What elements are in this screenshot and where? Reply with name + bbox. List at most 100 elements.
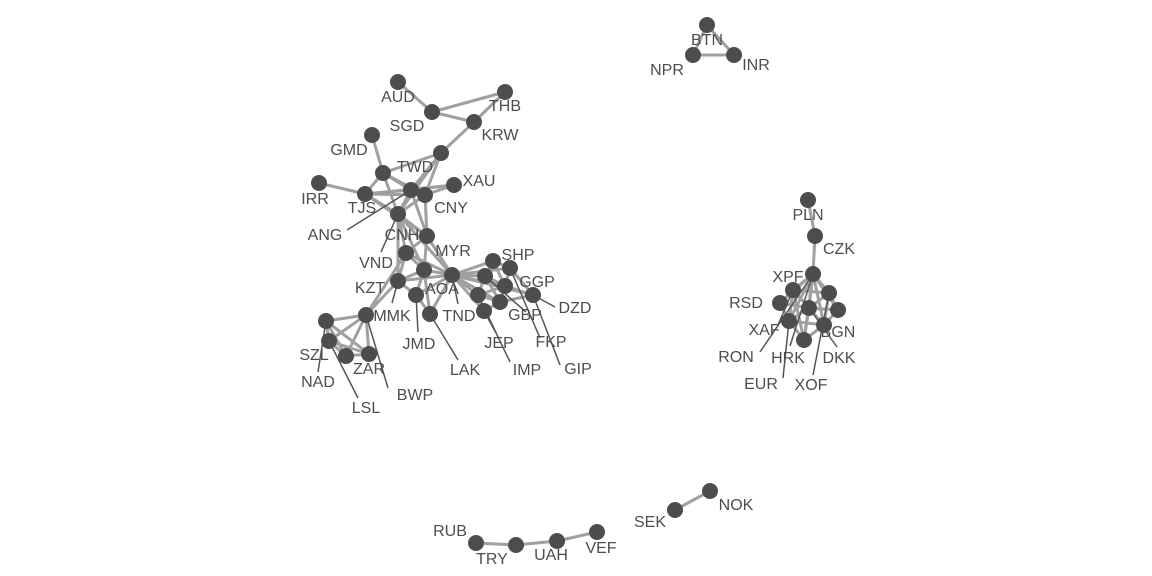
label-fkp: FKP <box>535 334 566 351</box>
label-eur: EUR <box>744 376 778 393</box>
label-irr: IRR <box>301 191 329 208</box>
edge-rsd-hrk <box>791 288 806 342</box>
label-szl: SZL <box>299 347 328 364</box>
node-czk <box>807 228 823 244</box>
node-irr <box>311 175 327 191</box>
node-n510 <box>502 260 518 276</box>
edge-sgd-thb <box>430 90 507 114</box>
label-gmd: GMD <box>330 142 367 159</box>
node-nok <box>702 483 718 499</box>
node-xaf <box>772 295 788 311</box>
label-zar: ZAR <box>353 361 385 378</box>
label-cnh: CNH <box>385 227 420 244</box>
label-pln: PLN <box>792 207 823 224</box>
label-imp: IMP <box>513 362 541 379</box>
node-sek <box>667 502 683 518</box>
label-tjs: TJS <box>348 200 376 217</box>
label-bwp: BWP <box>397 387 433 404</box>
node-mmk <box>358 307 374 323</box>
node-n478 <box>470 287 486 303</box>
label-rub: RUB <box>433 523 467 540</box>
label-thb: THB <box>489 98 521 115</box>
label-xaf: XAF <box>748 322 779 339</box>
leader-eur <box>782 320 790 379</box>
label-lsl: LSL <box>352 400 381 417</box>
label-xau: XAU <box>463 173 496 190</box>
label-sgd: SGD <box>390 118 425 135</box>
label-czk: CZK <box>823 241 855 258</box>
node-cny <box>417 187 433 203</box>
label-jmd: JMD <box>403 336 436 353</box>
label-lak: LAK <box>450 362 481 379</box>
edge-cnh-n424 <box>396 212 426 272</box>
node-cnh <box>390 206 406 222</box>
edge-n411-myr <box>409 188 429 238</box>
leader-xof <box>812 292 830 376</box>
leader-ang <box>346 189 412 231</box>
edge-cnh-aoa <box>396 212 454 277</box>
node-lsl <box>338 348 354 364</box>
leader-bwp <box>365 314 389 389</box>
node-btn <box>699 17 715 33</box>
node-n789 <box>781 313 797 329</box>
label-aud: AUD <box>381 89 415 106</box>
label-aoa: AOA <box>425 281 459 298</box>
node-npr <box>685 47 701 63</box>
label-kzt: KZT <box>355 280 385 297</box>
node-n411 <box>403 182 419 198</box>
node-aud <box>390 74 406 90</box>
label-bgn: BGN <box>821 324 856 341</box>
label-shp: SHP <box>502 247 535 264</box>
node-uah <box>549 533 565 549</box>
node-twd <box>375 165 391 181</box>
node-n485 <box>477 268 493 284</box>
node-gbp <box>492 294 508 310</box>
node-xpf <box>805 266 821 282</box>
node-dzd <box>525 287 541 303</box>
node-zar <box>361 346 377 362</box>
label-ang: ANG <box>308 227 343 244</box>
label-gip: GIP <box>564 361 592 378</box>
node-n484 <box>476 303 492 319</box>
node-vnd <box>398 245 414 261</box>
label-uah: UAH <box>534 547 568 564</box>
leader-ron <box>759 273 814 353</box>
node-n809 <box>801 300 817 316</box>
leader-gip <box>532 294 561 366</box>
label-npr: NPR <box>650 62 684 79</box>
node-nad <box>321 333 337 349</box>
nodes-layer <box>311 17 846 553</box>
node-aoa <box>444 267 460 283</box>
node-inr <box>726 47 742 63</box>
label-vef: VEF <box>585 540 616 557</box>
label-nad: NAD <box>301 374 335 391</box>
edge-szl-zar <box>324 319 371 356</box>
label-mmk: MMK <box>373 308 411 325</box>
node-n424 <box>416 262 432 278</box>
node-kzt <box>390 273 406 289</box>
edge-aoa-n484 <box>450 273 486 313</box>
node-myr <box>419 228 435 244</box>
leader-gbp <box>484 275 527 313</box>
node-tjs <box>357 186 373 202</box>
label-jep: JEP <box>484 335 513 352</box>
leader-lsl <box>328 340 359 399</box>
label-xof: XOF <box>795 377 828 394</box>
label-ron: RON <box>718 349 754 366</box>
node-szl <box>318 313 334 329</box>
label-myr: MYR <box>435 243 471 260</box>
node-krw <box>466 114 482 130</box>
label-inr: INR <box>742 57 770 74</box>
node-gmd <box>364 127 380 143</box>
node-tnd <box>422 306 438 322</box>
label-nok: NOK <box>719 497 754 514</box>
label-dzd: DZD <box>559 300 592 317</box>
leader-fkp <box>509 267 541 339</box>
node-shp <box>485 253 501 269</box>
label-gbp: GBP <box>508 307 542 324</box>
label-vnd: VND <box>359 255 393 272</box>
leader-lak <box>429 313 459 361</box>
node-n829 <box>821 285 837 301</box>
label-krw: KRW <box>481 127 519 144</box>
